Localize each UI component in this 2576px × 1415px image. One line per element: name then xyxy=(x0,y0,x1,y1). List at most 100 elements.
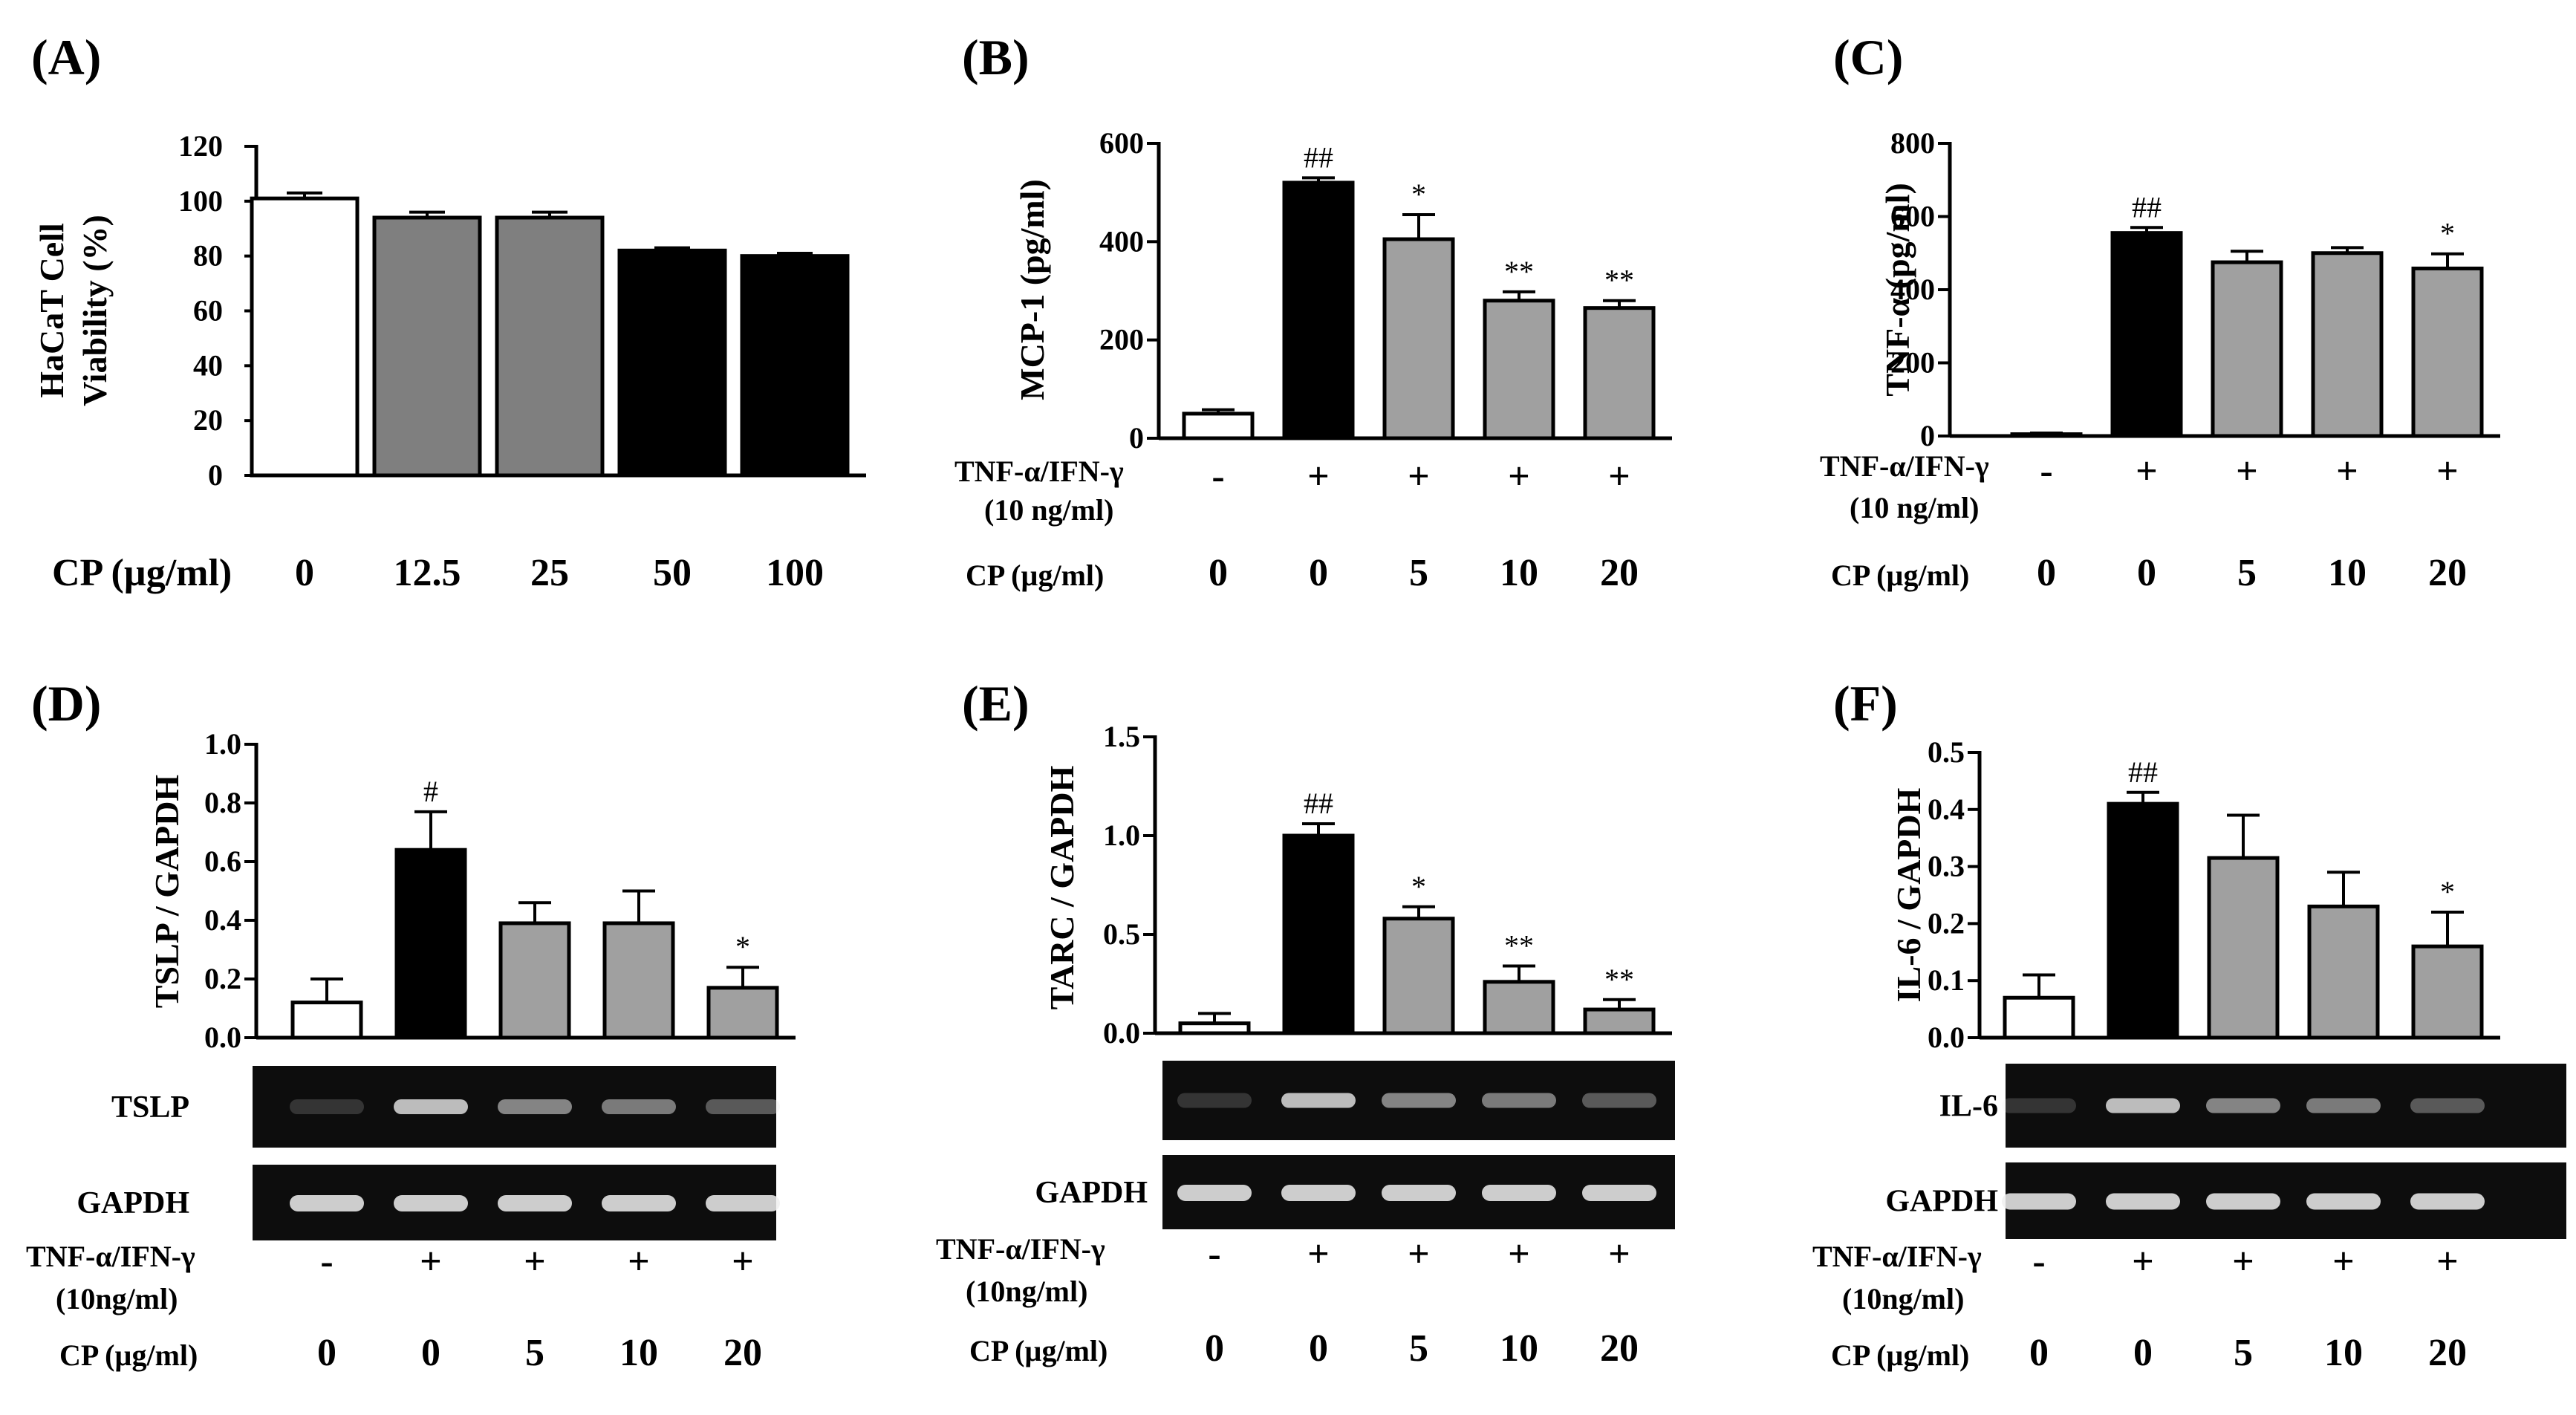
gel-band-gapdh xyxy=(2106,1193,2180,1210)
cp-dose-label: 0 xyxy=(1309,1327,1328,1370)
significance-marker: * xyxy=(1411,870,1426,903)
cp-dose-label: 0 xyxy=(317,1332,336,1374)
bar xyxy=(2307,904,2380,1040)
y-tick-label: 600 xyxy=(1890,200,1935,233)
y-tick-label: 0.5 xyxy=(1103,917,1140,951)
bar xyxy=(1583,1007,1656,1035)
treatment-dose-label: (10 ng/ml) xyxy=(984,493,1113,527)
gel-band-target xyxy=(1177,1093,1252,1108)
treatment-sign: + xyxy=(1307,455,1330,498)
treatment-sign: + xyxy=(2136,450,2158,492)
y-tick-label: 0.0 xyxy=(204,1021,241,1054)
bar xyxy=(2110,231,2183,438)
gel-band-target xyxy=(1482,1093,1556,1108)
significance-marker: ** xyxy=(1604,264,1634,297)
y-tick-label: 200 xyxy=(1099,323,1144,357)
cp-dose-label: 10 xyxy=(619,1332,658,1374)
treatment-sign: - xyxy=(320,1240,333,1283)
cp-dose-label: 0 xyxy=(2137,552,2156,594)
gel-band-gapdh xyxy=(602,1195,676,1211)
bar xyxy=(706,986,779,1040)
significance-marker: ## xyxy=(1304,140,1333,174)
y-tick-label: 0.3 xyxy=(1928,850,1965,883)
y-axis-label: TSLP / GAPDH xyxy=(148,775,186,1009)
cp-dose-label: 5 xyxy=(1409,552,1428,594)
treatment-sign: - xyxy=(2032,1240,2045,1283)
significance-marker: * xyxy=(735,930,750,963)
y-tick-label: 0 xyxy=(208,458,223,492)
treatment-sign: + xyxy=(628,1240,650,1283)
gel-band-gapdh xyxy=(290,1195,364,1211)
y-tick-label: 40 xyxy=(193,348,223,382)
cp-dose-label: 20 xyxy=(2428,552,2467,594)
panel-0: (A) 0 20 40 60 80 100 120 HaCaT Cell Viability (%… xyxy=(31,29,866,594)
significance-marker: # xyxy=(423,775,438,808)
treatment-dose-label: (10 ng/ml) xyxy=(1850,491,1979,524)
treatment-dose-label: (10ng/ml) xyxy=(56,1282,178,1315)
y-axis-label-line: HaCaT Cell xyxy=(33,223,71,398)
bar xyxy=(498,921,571,1040)
gel-band-gapdh xyxy=(1582,1185,1656,1201)
treatment-sign: + xyxy=(2332,1240,2355,1283)
significance-marker: ## xyxy=(2132,190,2162,224)
treatment-sign: - xyxy=(2040,450,2052,492)
cp-label: CP (µg/ml) xyxy=(966,559,1104,592)
cp-label: CP (µg/ml) xyxy=(1831,1338,1969,1372)
bar xyxy=(1483,980,1555,1035)
y-tick-label: 0.2 xyxy=(1928,906,1965,940)
panel-label: (E) xyxy=(962,675,1030,732)
treatment-sign: + xyxy=(2436,1240,2459,1283)
bar xyxy=(740,254,850,478)
significance-marker: * xyxy=(2440,217,2455,250)
bar xyxy=(2411,266,2484,438)
panel-label: (F) xyxy=(1833,675,1898,732)
cp-dose-label: 0 xyxy=(2037,552,2056,594)
treatment-sign: + xyxy=(1608,1233,1630,1275)
panel-3: (D) 0.0 0.2 0.4 0.6 0.8 1.0 TSLP / GAPDH # * TSLP G… xyxy=(26,675,796,1374)
panel-label: (D) xyxy=(31,675,101,732)
cp-dose-label: 10 xyxy=(1500,1327,1538,1370)
gel-band-target xyxy=(394,1099,468,1114)
y-tick-label: 0 xyxy=(1129,421,1144,455)
y-tick-label: 80 xyxy=(193,239,223,273)
y-tick-label: 0.2 xyxy=(204,962,241,995)
y-tick-label: 0.6 xyxy=(204,845,241,878)
treatment-dose-label: (10ng/ml) xyxy=(966,1275,1087,1308)
significance-marker: ** xyxy=(1604,963,1634,996)
treatment-sign: + xyxy=(1408,1233,1430,1275)
gel-band-gapdh xyxy=(1382,1185,1456,1201)
treatment-sign: + xyxy=(2132,1240,2154,1283)
x-category-label: 25 xyxy=(530,552,569,594)
cp-dose-label: 5 xyxy=(525,1332,544,1374)
cp-dose-label: 20 xyxy=(1600,552,1639,594)
cp-label: CP (µg/ml) xyxy=(969,1334,1108,1367)
panel-label: (A) xyxy=(31,29,101,85)
y-axis-label-line: Viability (%) xyxy=(76,215,114,406)
y-tick-label: 0.5 xyxy=(1928,735,1965,769)
gel-band-gapdh xyxy=(498,1195,572,1211)
significance-marker: * xyxy=(2440,875,2455,908)
gel-label-target: TARC xyxy=(1061,1084,1148,1119)
significance-marker: * xyxy=(1411,178,1426,211)
y-tick-label: 600 xyxy=(1099,126,1144,160)
treatment-sign: + xyxy=(1307,1233,1330,1275)
gel-label-target: TSLP xyxy=(111,1090,189,1125)
y-tick-label: 800 xyxy=(1890,126,1935,160)
cp-dose-label: 5 xyxy=(2237,552,2257,594)
gel-band-gapdh xyxy=(2306,1193,2381,1210)
y-tick-label: 100 xyxy=(178,184,223,218)
bar xyxy=(250,196,360,478)
cp-label: CP (µg/ml) xyxy=(1831,559,1969,592)
bar xyxy=(394,848,467,1040)
cp-dose-label: 5 xyxy=(1409,1327,1428,1370)
gel-band-target xyxy=(706,1099,780,1114)
treatment-sign: + xyxy=(420,1240,442,1283)
y-tick-label: 0 xyxy=(1920,419,1935,452)
gel-label-gapdh: GAPDH xyxy=(1885,1185,1998,1219)
y-tick-label: 1.0 xyxy=(1103,819,1140,852)
cp-dose-label: 0 xyxy=(1309,552,1328,594)
bar xyxy=(290,1001,363,1040)
panel-label: (B) xyxy=(962,29,1030,85)
significance-marker: ** xyxy=(1504,255,1534,288)
